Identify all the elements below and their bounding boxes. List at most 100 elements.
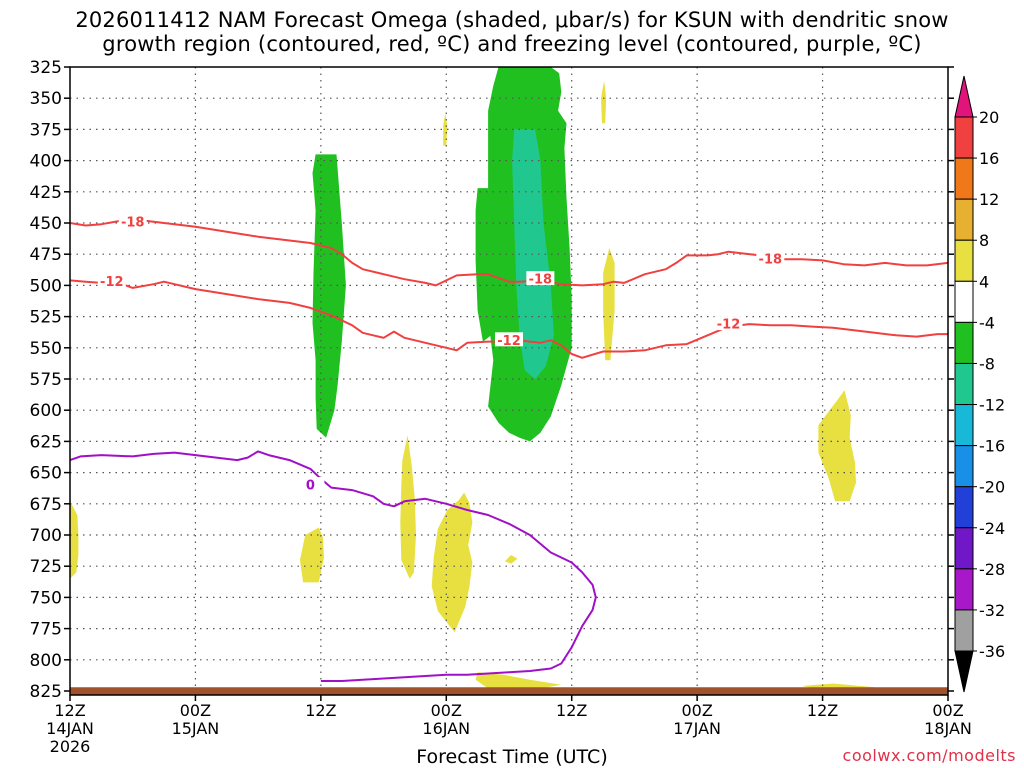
colorbar-segment-5	[954, 321, 974, 364]
title-line-1: 2026011412 NAM Forecast Omega (shaded, μ…	[75, 8, 949, 32]
contour-label--12-2: -12	[717, 318, 741, 333]
x-axis-title: Forecast Time (UTC)	[416, 746, 608, 768]
colorbar-label--20: -20	[979, 478, 1005, 497]
colorbar-segment-7	[954, 404, 974, 447]
colorbar-segment-6	[954, 362, 974, 406]
colorbar-label--32: -32	[979, 601, 1005, 620]
x-tick-label-12-1: 00Z	[180, 701, 211, 720]
y-tick-label-650: 650	[30, 464, 62, 484]
x-tick-label-24-1: 12Z	[305, 701, 336, 720]
omega-region-11	[443, 113, 448, 146]
contour-label-0-0: 0	[306, 479, 315, 494]
x-tick-label-0-3: 2026	[50, 737, 91, 756]
colorbar-segment-0	[954, 116, 974, 159]
colorbar-segment-11	[954, 568, 974, 611]
y-tick-label-800: 800	[30, 651, 62, 671]
contour-label-bg	[296, 477, 325, 492]
contour-label--18-0: -18	[121, 215, 145, 230]
contour-label--12-0: -12	[100, 275, 124, 290]
x-tick-label-0-1: 12Z	[54, 701, 85, 720]
x-tick-label-60-2: 17JAN	[673, 719, 721, 738]
colorbar: 20 16 12 8 4 -4 -8 -12 -16 -20 -24 -28 -32 -36	[954, 75, 1005, 693]
colorbar-label--8: -8	[979, 354, 995, 373]
omega-region-7	[431, 492, 473, 633]
x-tick-label-60-1: 00Z	[681, 701, 712, 720]
contour-label-bg	[526, 271, 555, 286]
title-line-2: growth region (contoured, red, ºC) and f…	[102, 32, 922, 56]
y-tick-label-350: 350	[30, 89, 62, 109]
x-tick-label-12-2: 15JAN	[172, 719, 220, 738]
y-axis: 325 350 375 400 425 450 475 500 525 550 575 600 625 6…	[30, 58, 954, 702]
contour-label--12-1: -12	[497, 334, 521, 349]
colorbar-label--36: -36	[979, 642, 1005, 661]
y-tick-label-725: 725	[30, 557, 62, 577]
x-tick-label-36-2: 16JAN	[422, 719, 470, 738]
x-tick-label-36-1: 00Z	[431, 701, 462, 720]
colorbar-segment-4	[954, 280, 974, 323]
terrain-layer	[70, 687, 948, 695]
x-tick-label-0-2: 14JAN	[46, 719, 94, 738]
contour-label--18-1: -18	[529, 273, 553, 288]
chart-title: 2026011412 NAM Forecast Omega (shaded, μ…	[0, 8, 1024, 56]
y-tick-label-475: 475	[30, 245, 62, 265]
y-tick-label-500: 500	[30, 276, 62, 296]
colorbar-segment-3	[954, 239, 974, 282]
y-tick-label-375: 375	[30, 120, 62, 140]
colorbar-segment-8	[954, 445, 974, 488]
colorbar-label--28: -28	[979, 560, 1005, 579]
plot-frame	[69, 66, 949, 696]
omega-region-10	[601, 80, 607, 124]
y-tick-label-600: 600	[30, 401, 62, 421]
omega-region-9	[603, 248, 615, 361]
colorbar-segment-12	[954, 609, 974, 652]
y-tick-label-525: 525	[30, 308, 62, 328]
x-tick-label-72-1: 12Z	[807, 701, 838, 720]
contour-label-bg	[495, 332, 523, 347]
colorbar-segment-1	[954, 157, 974, 200]
colorbar-bottom-arrow	[954, 650, 974, 693]
y-tick-label-400: 400	[30, 152, 62, 172]
colorbar-label--16: -16	[979, 437, 1005, 456]
contour-labels-layer: -18 -18 -18 -12 -12 -12 0	[97, 213, 785, 494]
omega-region-13	[475, 672, 562, 689]
colorbar-label--4: -4	[979, 313, 995, 332]
contour-line-0	[70, 450, 597, 682]
omega-region-8	[504, 555, 518, 564]
y-tick-label-775: 775	[30, 620, 62, 640]
colorbar-label-12: 12	[979, 190, 999, 209]
colorbar-label--12: -12	[979, 396, 1005, 415]
y-tick-label-550: 550	[30, 339, 62, 359]
contour-label-bg	[97, 273, 126, 288]
contour-label-bg	[756, 251, 785, 266]
colorbar-segment-10	[954, 527, 974, 570]
colorbar-top-arrow	[954, 75, 974, 118]
contour-label--18-2: -18	[759, 253, 783, 268]
colorbar-label-8: 8	[979, 231, 989, 250]
x-tick-label-48-1: 12Z	[556, 701, 587, 720]
y-tick-label-675: 675	[30, 495, 62, 515]
omega-region-4	[70, 501, 79, 579]
y-tick-label-450: 450	[30, 214, 62, 234]
x-tick-label-84-2: 18JAN	[924, 719, 972, 738]
omega-region-12	[818, 390, 856, 502]
y-tick-label-750: 750	[30, 588, 62, 608]
y-tick-label-325: 325	[30, 58, 62, 78]
omega-region-2	[312, 154, 346, 438]
colorbar-segment-2	[954, 198, 974, 241]
colorbar-label-16: 16	[979, 149, 999, 168]
y-tick-label-700: 700	[30, 526, 62, 546]
terrain-band	[70, 687, 948, 695]
y-tick-label-625: 625	[30, 432, 62, 452]
colorbar-label--24: -24	[979, 519, 1005, 538]
contour-label-bg	[118, 213, 147, 228]
omega-region-6	[400, 435, 416, 579]
grid-layer	[70, 67, 948, 695]
omega-region-3	[475, 188, 494, 342]
omega-region-5	[300, 527, 324, 583]
omega-shading-layer	[70, 67, 881, 690]
credit-text: coolwx.com/modelts	[842, 746, 1016, 765]
colorbar-label-4: 4	[979, 272, 989, 291]
colorbar-label-20: 20	[979, 108, 999, 127]
y-tick-label-825: 825	[30, 682, 62, 702]
